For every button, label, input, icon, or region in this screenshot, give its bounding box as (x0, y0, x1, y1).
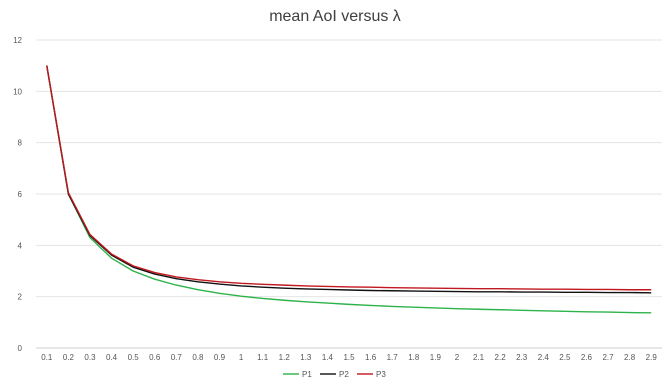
series-line-p1 (46, 65, 652, 314)
y-tick-label: 0 (18, 344, 23, 353)
legend-label: P2 (339, 370, 349, 379)
x-tick-label: 0.4 (106, 353, 118, 362)
x-tick-label: 1 (239, 353, 244, 362)
x-tick-label: 2.2 (495, 353, 507, 362)
x-tick-label: 0.7 (171, 353, 183, 362)
y-tick-label: 4 (18, 241, 23, 250)
x-tick-label: 1.4 (322, 353, 334, 362)
x-tick-label: 2.7 (602, 353, 614, 362)
gridlines (36, 39, 662, 349)
x-tick-label: 0.1 (41, 353, 53, 362)
x-tick-label: 0.2 (63, 353, 75, 362)
x-tick-label: 1.6 (365, 353, 377, 362)
x-tick-label: 2.8 (624, 353, 636, 362)
x-tick-label: 2.1 (473, 353, 485, 362)
x-tick-label: 2.3 (516, 353, 528, 362)
x-tick-label: 2.4 (538, 353, 550, 362)
series-lines (46, 65, 652, 314)
x-tick-label: 0.3 (84, 353, 96, 362)
x-tick-label: 0.9 (214, 353, 226, 362)
legend-item-p1: P1 (283, 370, 312, 379)
legend-item-p2: P2 (320, 370, 349, 379)
legend-label: P1 (302, 370, 312, 379)
x-tick-label: 1.9 (430, 353, 442, 362)
y-axis-ticks: 0 2 4 6 8 10 12 (13, 36, 22, 353)
y-tick-label: 12 (13, 36, 22, 45)
x-tick-label: 2.6 (581, 353, 593, 362)
x-tick-label: 1.5 (343, 353, 355, 362)
x-tick-label: 0.6 (149, 353, 161, 362)
chart-title: mean AoI versus λ (269, 8, 401, 25)
legend-label: P3 (376, 370, 386, 379)
y-tick-label: 10 (13, 87, 22, 96)
x-tick-label: 2.9 (646, 353, 658, 362)
legend-item-p3: P3 (357, 370, 386, 379)
series-line-p3 (46, 65, 652, 291)
series-line-p2 (46, 65, 652, 294)
y-tick-label: 6 (18, 190, 23, 199)
x-tick-label: 1.3 (300, 353, 312, 362)
x-tick-label: 1.1 (257, 353, 269, 362)
x-tick-label: 2.5 (559, 353, 571, 362)
x-tick-label: 2 (455, 353, 460, 362)
x-tick-label: 1.8 (408, 353, 420, 362)
x-tick-label: 1.7 (387, 353, 399, 362)
x-tick-label: 0.8 (192, 353, 204, 362)
y-tick-label: 2 (18, 293, 23, 302)
legend: P1 P2 P3 (283, 370, 386, 379)
y-tick-label: 8 (18, 139, 23, 148)
x-tick-label: 1.2 (279, 353, 291, 362)
x-axis-ticks: 0.1 0.2 0.3 0.4 0.5 0.6 0.7 0.8 0.9 1 1.1 1.2 1.3 1.4… (41, 353, 657, 362)
x-tick-label: 0.5 (128, 353, 140, 362)
